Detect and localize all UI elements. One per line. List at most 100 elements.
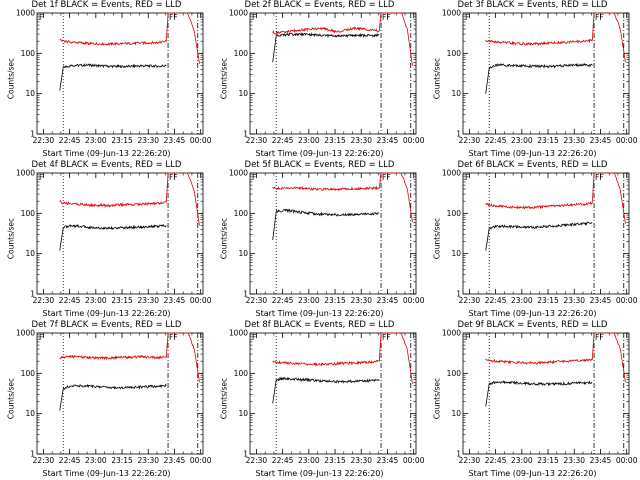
plot-svg: 1 10 100 1000 22:30 22:45 23:00 23:15 23:30 23:45… <box>16 329 212 466</box>
panel-title: Det 1f BLACK = Events, RED = LLD <box>31 0 182 10</box>
lld-series-line <box>59 172 200 226</box>
x-tick-label: 00:00 <box>403 296 425 305</box>
plot-frame <box>36 332 204 455</box>
x-axis-label: Start Time (09-Jun-13 22:26:20) <box>255 149 384 158</box>
x-tick-label: 23:00 <box>511 136 533 145</box>
y-tick-label: 100 <box>21 209 36 218</box>
flag-label: FF <box>595 333 604 342</box>
x-tick-label: 23:30 <box>563 296 585 305</box>
x-tick-label: 23:45 <box>164 456 186 465</box>
y-tick-label: 10 <box>238 409 248 418</box>
detector-panel: Det 6f BLACK = Events, RED = LLD Start Ti… <box>426 160 639 320</box>
y-tick-label: 1 <box>30 290 35 299</box>
plot-svg: 1 10 100 1000 22:30 22:45 23:00 23:15 23:30 23:45… <box>229 329 425 466</box>
y-tick-label: 1000 <box>442 169 461 178</box>
x-tick-label: 22:45 <box>485 456 507 465</box>
x-tick-label: 23:00 <box>85 296 107 305</box>
y-tick-label: 1000 <box>442 329 461 338</box>
panel-title: Det 9f BLACK = Events, RED = LLD <box>457 320 608 330</box>
detector-panel: Det 5f BLACK = Events, RED = LLD Start Ti… <box>213 160 426 320</box>
flag-label-start: F <box>465 333 469 342</box>
x-tick-label: 23:45 <box>590 456 612 465</box>
x-tick-label: 22:45 <box>272 456 294 465</box>
x-tick-label: 22:45 <box>59 456 81 465</box>
detector-panel: Det 9f BLACK = Events, RED = LLD Start Ti… <box>426 320 639 480</box>
x-tick-label: 23:00 <box>85 456 107 465</box>
y-tick-label: 10 <box>451 249 461 258</box>
y-tick-label: 100 <box>21 369 36 378</box>
x-tick-label: 23:00 <box>511 456 533 465</box>
x-axis-label: Start Time (09-Jun-13 22:26:20) <box>42 149 171 158</box>
x-tick-label: 23:00 <box>298 456 320 465</box>
y-tick-label: 100 <box>447 369 462 378</box>
flag-label-start: F <box>39 173 43 182</box>
plot-frame <box>462 12 630 135</box>
plot-frame <box>249 332 417 455</box>
x-tick-label: 23:30 <box>350 136 372 145</box>
y-tick-label: 1000 <box>229 9 248 18</box>
x-tick-label: 23:15 <box>111 456 133 465</box>
flag-label: FF <box>382 173 391 182</box>
plot-frame <box>36 172 204 295</box>
x-tick-label: 23:15 <box>111 296 133 305</box>
x-axis-label: Start Time (09-Jun-13 22:26:20) <box>255 469 384 478</box>
x-tick-label: 22:45 <box>272 296 294 305</box>
detector-panel: Det 8f BLACK = Events, RED = LLD Start Ti… <box>213 320 426 480</box>
x-tick-label: 22:30 <box>33 296 55 305</box>
flag-label-start: F <box>252 333 256 342</box>
events-series-line <box>272 31 380 63</box>
x-tick-label: 00:00 <box>403 136 425 145</box>
x-tick-label: 23:45 <box>590 136 612 145</box>
y-tick-label: 1000 <box>229 329 248 338</box>
x-tick-label: 23:00 <box>298 296 320 305</box>
x-tick-label: 22:30 <box>459 136 481 145</box>
x-tick-label: 23:30 <box>350 456 372 465</box>
y-tick-label: 10 <box>451 409 461 418</box>
events-series-line <box>485 62 593 94</box>
x-tick-label: 23:15 <box>111 136 133 145</box>
panel-title: Det 8f BLACK = Events, RED = LLD <box>244 320 395 330</box>
plot-frame <box>462 172 630 295</box>
panel-title: Det 4f BLACK = Events, RED = LLD <box>31 160 182 170</box>
lld-series-line <box>272 332 413 384</box>
x-tick-label: 22:30 <box>246 136 268 145</box>
detector-panel: Det 7f BLACK = Events, RED = LLD Start Ti… <box>0 320 213 480</box>
flag-label-start: F <box>465 13 469 22</box>
x-tick-label: 23:00 <box>298 136 320 145</box>
detector-panel: Det 3f BLACK = Events, RED = LLD Start Ti… <box>426 0 639 160</box>
y-tick-label: 1000 <box>16 169 35 178</box>
y-tick-label: 100 <box>447 49 462 58</box>
x-tick-label: 23:15 <box>324 136 346 145</box>
plot-svg: 1 10 100 1000 22:30 22:45 23:00 23:15 23:30 23:45… <box>229 169 425 306</box>
panel-title: Det 3f BLACK = Events, RED = LLD <box>457 0 608 10</box>
y-tick-label: 10 <box>238 249 248 258</box>
flag-label: FF <box>382 333 391 342</box>
x-tick-label: 23:45 <box>377 456 399 465</box>
x-tick-label: 23:00 <box>511 296 533 305</box>
lld-series-line <box>272 12 413 66</box>
y-tick-label: 1 <box>30 130 35 139</box>
y-tick-label: 100 <box>234 49 249 58</box>
x-tick-label: 00:00 <box>616 456 638 465</box>
x-tick-label: 23:30 <box>563 456 585 465</box>
detector-panel: Det 4f BLACK = Events, RED = LLD Start Ti… <box>0 160 213 320</box>
x-tick-label: 22:30 <box>33 136 55 145</box>
flag-label-start: F <box>252 13 256 22</box>
y-tick-label: 1000 <box>16 9 35 18</box>
flag-label: FF <box>169 13 178 22</box>
x-tick-label: 23:15 <box>537 136 559 145</box>
x-tick-label: 23:45 <box>164 136 186 145</box>
events-series-line <box>59 62 167 91</box>
y-tick-label: 100 <box>21 49 36 58</box>
x-tick-label: 00:00 <box>616 136 638 145</box>
panel-title: Det 2f BLACK = Events, RED = LLD <box>244 0 395 10</box>
x-axis-label: Start Time (09-Jun-13 22:26:20) <box>468 149 597 158</box>
plot-frame <box>36 12 204 135</box>
lld-series-line <box>485 172 626 224</box>
x-tick-label: 23:30 <box>137 136 159 145</box>
y-tick-label: 1000 <box>16 329 35 338</box>
x-tick-label: 23:30 <box>563 136 585 145</box>
x-axis-label: Start Time (09-Jun-13 22:26:20) <box>468 309 597 318</box>
x-tick-label: 23:30 <box>350 296 372 305</box>
